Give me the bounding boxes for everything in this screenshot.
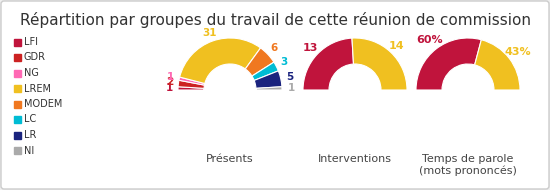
Text: LFI: LFI (24, 37, 38, 47)
Text: LR: LR (24, 130, 36, 140)
Bar (14, 116, 21, 123)
Text: 13: 13 (303, 43, 318, 53)
Text: 2: 2 (166, 77, 173, 87)
Bar (14, 54, 21, 61)
Text: 3: 3 (280, 57, 288, 67)
Bar (14, 85, 21, 92)
Wedge shape (252, 62, 278, 80)
Text: 5: 5 (286, 72, 293, 82)
Wedge shape (352, 38, 407, 90)
Text: LREM: LREM (24, 83, 51, 93)
Text: 1: 1 (167, 72, 174, 82)
Wedge shape (178, 87, 204, 90)
Wedge shape (256, 87, 282, 90)
Text: GDR: GDR (24, 52, 46, 63)
Wedge shape (180, 38, 261, 84)
Wedge shape (254, 71, 282, 88)
Text: 14: 14 (389, 41, 405, 51)
Text: 43%: 43% (504, 47, 531, 57)
Text: NI: NI (24, 146, 34, 155)
Wedge shape (178, 80, 205, 88)
Wedge shape (416, 38, 481, 90)
Text: LC: LC (24, 115, 36, 124)
Text: 1: 1 (287, 83, 295, 93)
Bar (14, 39, 21, 45)
Wedge shape (245, 48, 274, 76)
Bar (14, 147, 21, 154)
Text: Interventions: Interventions (318, 154, 392, 164)
Text: 60%: 60% (416, 35, 443, 45)
Text: 6: 6 (271, 43, 278, 53)
Wedge shape (303, 38, 354, 90)
Text: Répartition par groupes du travail de cette réunion de commission: Répartition par groupes du travail de ce… (19, 12, 531, 28)
Bar (14, 101, 21, 108)
Text: MODEM: MODEM (24, 99, 62, 109)
Wedge shape (475, 40, 520, 90)
Text: NG: NG (24, 68, 39, 78)
Text: 1: 1 (166, 83, 173, 93)
Bar (14, 70, 21, 77)
Text: 31: 31 (202, 28, 217, 38)
Bar (14, 131, 21, 139)
Wedge shape (179, 77, 205, 85)
Text: Présents: Présents (206, 154, 254, 164)
Text: Temps de parole
(mots prononcés): Temps de parole (mots prononcés) (419, 154, 517, 176)
